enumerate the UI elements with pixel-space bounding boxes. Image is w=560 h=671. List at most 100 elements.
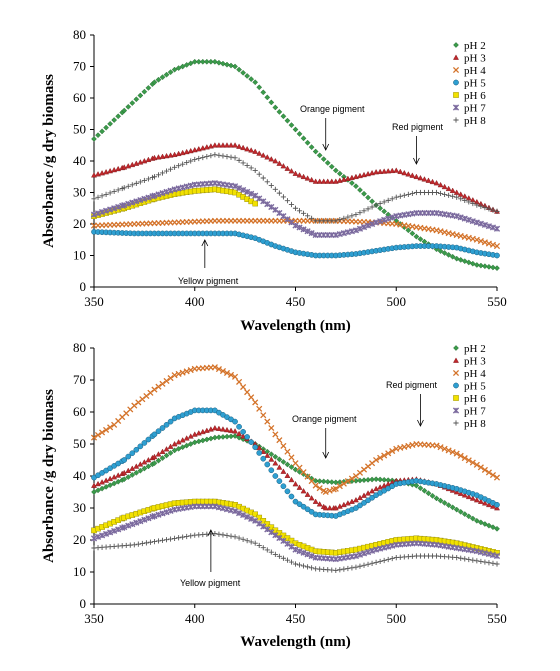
chart2-point-ph8 (163, 537, 170, 543)
chart2-point-ph5 (240, 428, 246, 435)
chart2-point-ph5 (369, 494, 375, 501)
chart2-point-ph4 (240, 383, 247, 391)
chart2-point-ph7 (107, 529, 114, 536)
chart2-point-ph7 (252, 517, 259, 524)
chart1-point-ph2 (236, 66, 242, 73)
chart1-point-ph2 (316, 152, 323, 159)
chart2-point-ph8 (248, 539, 254, 545)
chart2-point-ph4 (465, 457, 472, 464)
chart1-point-ph8 (433, 189, 440, 196)
chart1-point-ph3 (397, 168, 404, 174)
chart1-point-ph2 (264, 94, 271, 101)
chart2-point-ph4 (236, 378, 243, 385)
chart1-point-ph2 (171, 66, 178, 73)
chart2-point-ph4 (340, 480, 347, 487)
chart1-point-ph8 (99, 193, 105, 199)
chart2-point-ph4 (316, 485, 323, 492)
chart1-point-ph8 (103, 191, 109, 197)
chart1-point-ph8 (141, 177, 147, 184)
chart1-point-ph8 (212, 152, 218, 158)
chart2-point-ph2 (449, 504, 456, 511)
chart2-point-ph5 (236, 423, 242, 430)
chart1-annotation-arrow-head (413, 157, 420, 165)
chart1-point-ph7 (264, 201, 271, 208)
chart2-point-ph2 (99, 485, 105, 492)
chart1-point-ph2 (353, 183, 359, 190)
chart1-point-ph3 (175, 150, 182, 157)
chart2-point-ph2 (425, 490, 432, 497)
chart2-point-ph3 (115, 472, 122, 478)
chart1-point-ph2 (304, 139, 311, 146)
chart2-point-ph4 (103, 426, 110, 433)
chart2-y-tick-label: 70 (73, 372, 86, 387)
chart2-point-ph2 (107, 482, 114, 489)
chart1-point-ph7 (469, 218, 476, 225)
chart1-point-ph8 (264, 179, 270, 185)
chart2-point-ph4 (381, 452, 388, 459)
chart1-point-ph8 (381, 199, 387, 205)
chart1-legend-label: pH 8 (464, 115, 486, 127)
chart1-point-ph8 (482, 205, 488, 211)
chart2-point-ph7 (235, 510, 243, 517)
chart2-annotation-arrow-head (207, 529, 215, 537)
chart1-point-ph2 (413, 233, 420, 240)
chart1-y-axis-label: Absorbance /g dry biomass (41, 74, 57, 248)
chart2-point-ph2 (284, 461, 291, 468)
chart2-x-tick-label: 450 (286, 611, 306, 626)
chart2-point-ph2 (236, 434, 242, 441)
chart1-point-ph8 (401, 192, 407, 198)
chart1-point-ph8 (163, 168, 170, 174)
chart1-point-ph8 (248, 165, 254, 171)
chart2-point-ph2 (288, 464, 295, 470)
chart2-legend-label: pH 8 (464, 418, 486, 430)
chart1-point-ph7 (304, 228, 311, 235)
chart1-x-axis-label: Wavelength (nm) (240, 318, 350, 334)
chart1-point-ph3 (115, 165, 122, 172)
chart2-point-ph4 (457, 452, 464, 459)
chart1-point-ph3 (357, 172, 363, 179)
chart2-point-ph8 (353, 564, 359, 570)
chart1-point-ph3 (155, 154, 162, 160)
chart2-point-ph8 (176, 535, 182, 541)
chart2-point-ph8 (252, 540, 258, 546)
chart2-legend-label: pH 4 (464, 368, 486, 380)
chart1-point-ph8 (385, 197, 391, 203)
chart1-point-ph8 (357, 210, 363, 216)
chart2-point-ph4 (260, 412, 267, 419)
chart2-y-tick-label: 60 (73, 404, 86, 419)
chart1-point-ph8 (200, 154, 206, 161)
chart1-point-ph3 (244, 146, 251, 152)
chart2-point-ph5 (133, 446, 140, 453)
chart1-point-ph8 (377, 200, 383, 207)
chart1-point-ph7 (102, 207, 110, 214)
chart2-point-ph4 (215, 366, 222, 373)
chart2-point-ph2 (145, 463, 152, 470)
chart2-y-tick-label: 0 (80, 596, 87, 611)
chart2-point-ph2 (413, 482, 420, 489)
chart1-point-ph7 (381, 216, 388, 223)
chart2-point-ph2 (151, 460, 158, 467)
chart1-point-ph8 (337, 216, 343, 223)
chart1-point-ph8 (300, 210, 307, 216)
chart2-point-ph4 (268, 424, 275, 432)
chart2-point-ph2 (91, 489, 97, 495)
chart2-point-ph3 (121, 469, 128, 476)
chart2-point-ph8 (240, 536, 246, 542)
chart1-point-ph7 (296, 224, 303, 231)
chart2-point-ph3 (486, 501, 492, 508)
chart2-point-ph3 (151, 453, 158, 460)
chart1-point-ph2 (477, 262, 484, 269)
chart1-point-ph8 (167, 166, 174, 172)
chart1-point-ph8 (244, 162, 250, 169)
chart2-point-ph8 (268, 549, 274, 555)
chart2-point-ph4 (90, 434, 98, 441)
chart2-point-ph4 (336, 483, 343, 490)
chart1-point-ph2 (252, 79, 259, 86)
chart2-point-ph2 (421, 487, 428, 494)
chart1-point-ph3 (159, 153, 166, 159)
chart2-point-ph7 (129, 521, 136, 528)
chart2-point-ph3 (183, 435, 190, 441)
chart2-point-ph8 (288, 559, 295, 565)
chart2-point-ph4 (322, 488, 329, 496)
chart2-annotation-arrow-head (417, 419, 424, 427)
